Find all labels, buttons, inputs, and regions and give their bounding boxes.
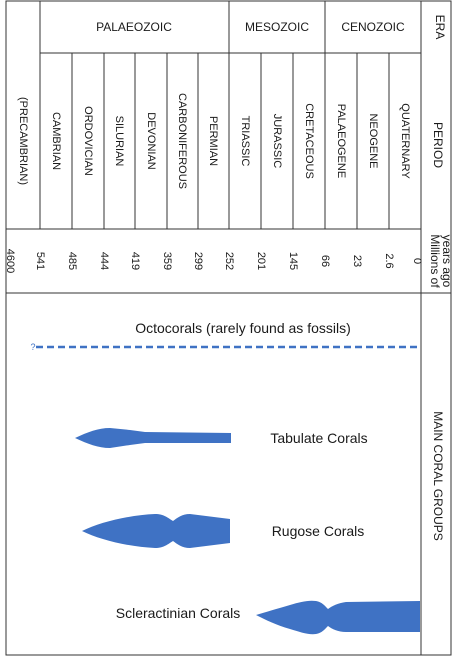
octocorals-label: Octocorals (rarely found as fossils) [135,320,351,336]
age-label: 419 [129,252,141,270]
uncertain-marker: ? [30,342,35,352]
mya-header-line2: years ago [440,235,453,288]
period-label: TRIASSIC [239,116,251,167]
period-label: CRETACEOUS [303,103,315,179]
age-label: 252 [223,252,235,270]
age-label: 359 [161,252,173,270]
age-label: 4600 [4,249,16,273]
period-header: PERIOD [431,122,445,168]
age-label: 485 [66,252,78,270]
age-label: 145 [287,252,299,270]
period-label: SILURIAN [113,116,125,167]
period-label: CAMBRIAN [50,112,62,170]
age-label: 201 [255,252,267,270]
rugose-corals-label: Rugose Corals [272,523,365,539]
period-labels: (PRECAMBRIAN) CAMBRIAN ORDOVICIAN SILURIAN D… [17,93,411,189]
age-label: 2.6 [383,253,395,268]
period-label: NEOGENE [367,113,379,168]
era-header: ERA [433,15,447,40]
age-label: 66 [319,255,331,267]
age-label: 299 [192,252,204,270]
era-label-palaeozoic: PALAEOZOIC [96,20,172,34]
period-label: QUATERNARY [399,103,411,179]
age-label: 0 [411,258,423,264]
tabulate-corals-range [75,428,231,448]
age-label: 23 [351,255,363,267]
period-label: DEVONIAN [145,112,157,170]
rugose-corals-range [82,514,230,548]
era-label-mesozoic: MESOZOIC [245,20,309,34]
era-label-cenozoic: CENOZOIC [341,20,405,34]
period-label: PALAEOGENE [335,104,347,178]
period-label: JURASSIC [271,114,283,168]
age-labels: 4600 541 485 444 419 359 299 252 201 145 66 23 2.6 0 [4,249,423,273]
age-label: 444 [98,252,110,270]
period-label: PERMIAN [207,116,219,166]
age-label: 541 [34,252,46,270]
period-label: CARBONIFEROUS [176,93,188,189]
period-label: (PRECAMBRIAN) [17,97,29,185]
scleractinian-corals-range [256,600,420,635]
main-coral-groups-header: MAIN CORAL GROUPS [431,411,445,541]
scleractinian-corals-label: Scleractinian Corals [116,605,241,621]
tabulate-corals-label: Tabulate Corals [270,430,367,446]
period-label: ORDOVICIAN [82,106,94,176]
mya-header-line1: Millions of [428,234,442,288]
period-dividers [71,53,390,229]
